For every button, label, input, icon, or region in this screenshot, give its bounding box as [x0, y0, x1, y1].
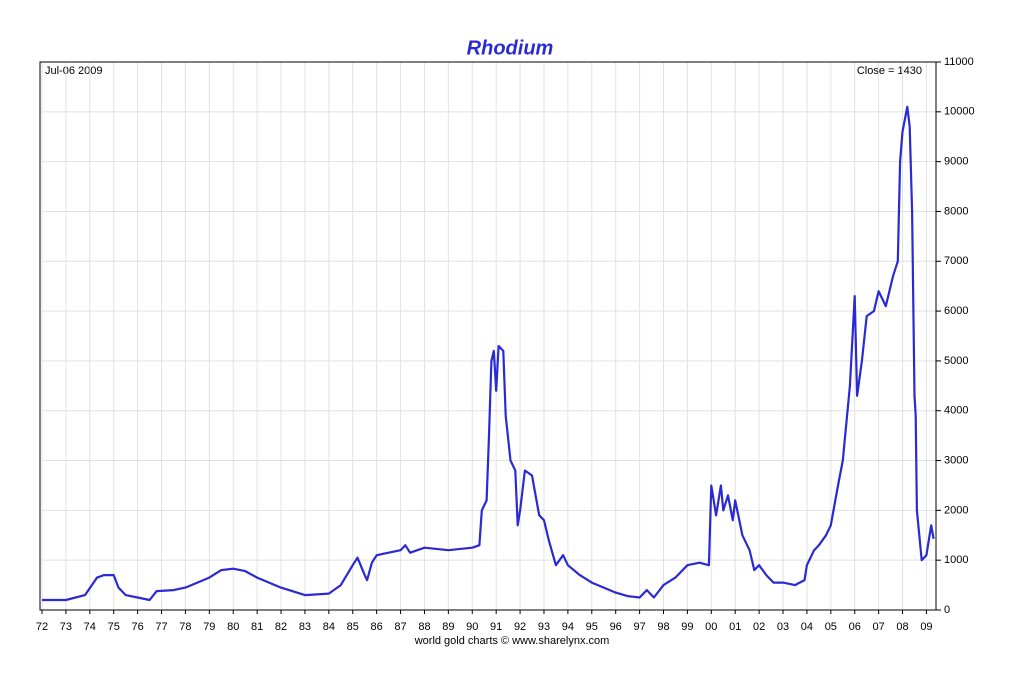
x-tick-label: 75: [108, 621, 120, 633]
data-line: [42, 105, 935, 602]
x-tick-label: 91: [490, 621, 502, 633]
x-tick-label: 90: [466, 621, 478, 633]
x-tick-label: 02: [753, 621, 765, 633]
x-tick-label: 79: [203, 621, 215, 633]
y-tick-label: 0: [944, 604, 950, 616]
y-tick-label: 7000: [944, 255, 968, 267]
x-tick-label: 88: [418, 621, 430, 633]
y-tick-label: 5000: [944, 355, 968, 367]
x-tick-label: 99: [681, 621, 693, 633]
x-tick-label: 97: [633, 621, 645, 633]
x-tick-label: 07: [873, 621, 885, 633]
footer: world gold charts © www.sharelynx.com: [414, 635, 610, 647]
x-tick-label: 89: [442, 621, 454, 633]
y-tick-label: 10000: [944, 106, 975, 118]
y-tick-label: 8000: [944, 205, 968, 217]
x-tick-label: 08: [896, 621, 908, 633]
x-tick-label: 05: [825, 621, 837, 633]
chart-title: Rhodium: [467, 37, 554, 59]
x-tick-label: 72: [36, 621, 48, 633]
y-tick-label: 9000: [944, 156, 968, 168]
x-tick-label: 96: [610, 621, 622, 633]
x-tick-label: 87: [394, 621, 406, 633]
y-tick-label: 2000: [944, 504, 968, 516]
plot-frame: [39, 61, 937, 611]
x-tick-label: 03: [777, 621, 789, 633]
x-tick-label: 76: [131, 621, 143, 633]
x-tick-label: 92: [514, 621, 526, 633]
x-tick-label: 98: [657, 621, 669, 633]
y-tick-label: 4000: [944, 405, 968, 417]
close-label: Close = 1430: [857, 65, 922, 77]
x-tick-label: 06: [849, 621, 861, 633]
x-tick-label: 86: [371, 621, 383, 633]
x-tick-label: 85: [347, 621, 359, 633]
x-tick-label: 74: [84, 621, 96, 633]
x-tick-label: 00: [705, 621, 717, 633]
x-tick-label: 81: [251, 621, 263, 633]
x-tick-label: 84: [323, 621, 335, 633]
x-tick-label: 95: [586, 621, 598, 633]
x-tick-label: 78: [179, 621, 191, 633]
x-tick-label: 73: [60, 621, 72, 633]
y-tick-label: 3000: [944, 454, 968, 466]
x-tick-label: 80: [227, 621, 239, 633]
x-tick-label: 77: [155, 621, 167, 633]
x-tick-label: 93: [538, 621, 550, 633]
y-tick-label: 11000: [944, 56, 974, 68]
date-label: Jul-06 2009: [45, 65, 103, 77]
x-tick-label: 82: [275, 621, 287, 633]
x-tick-label: 09: [920, 621, 932, 633]
x-tick-label: 94: [562, 621, 574, 633]
y-tick-label: 6000: [944, 305, 968, 317]
y-tick-label: 1000: [944, 554, 968, 566]
x-tick-label: 01: [729, 621, 741, 633]
x-tick-label: 83: [299, 621, 311, 633]
x-tick-label: 04: [801, 621, 813, 633]
